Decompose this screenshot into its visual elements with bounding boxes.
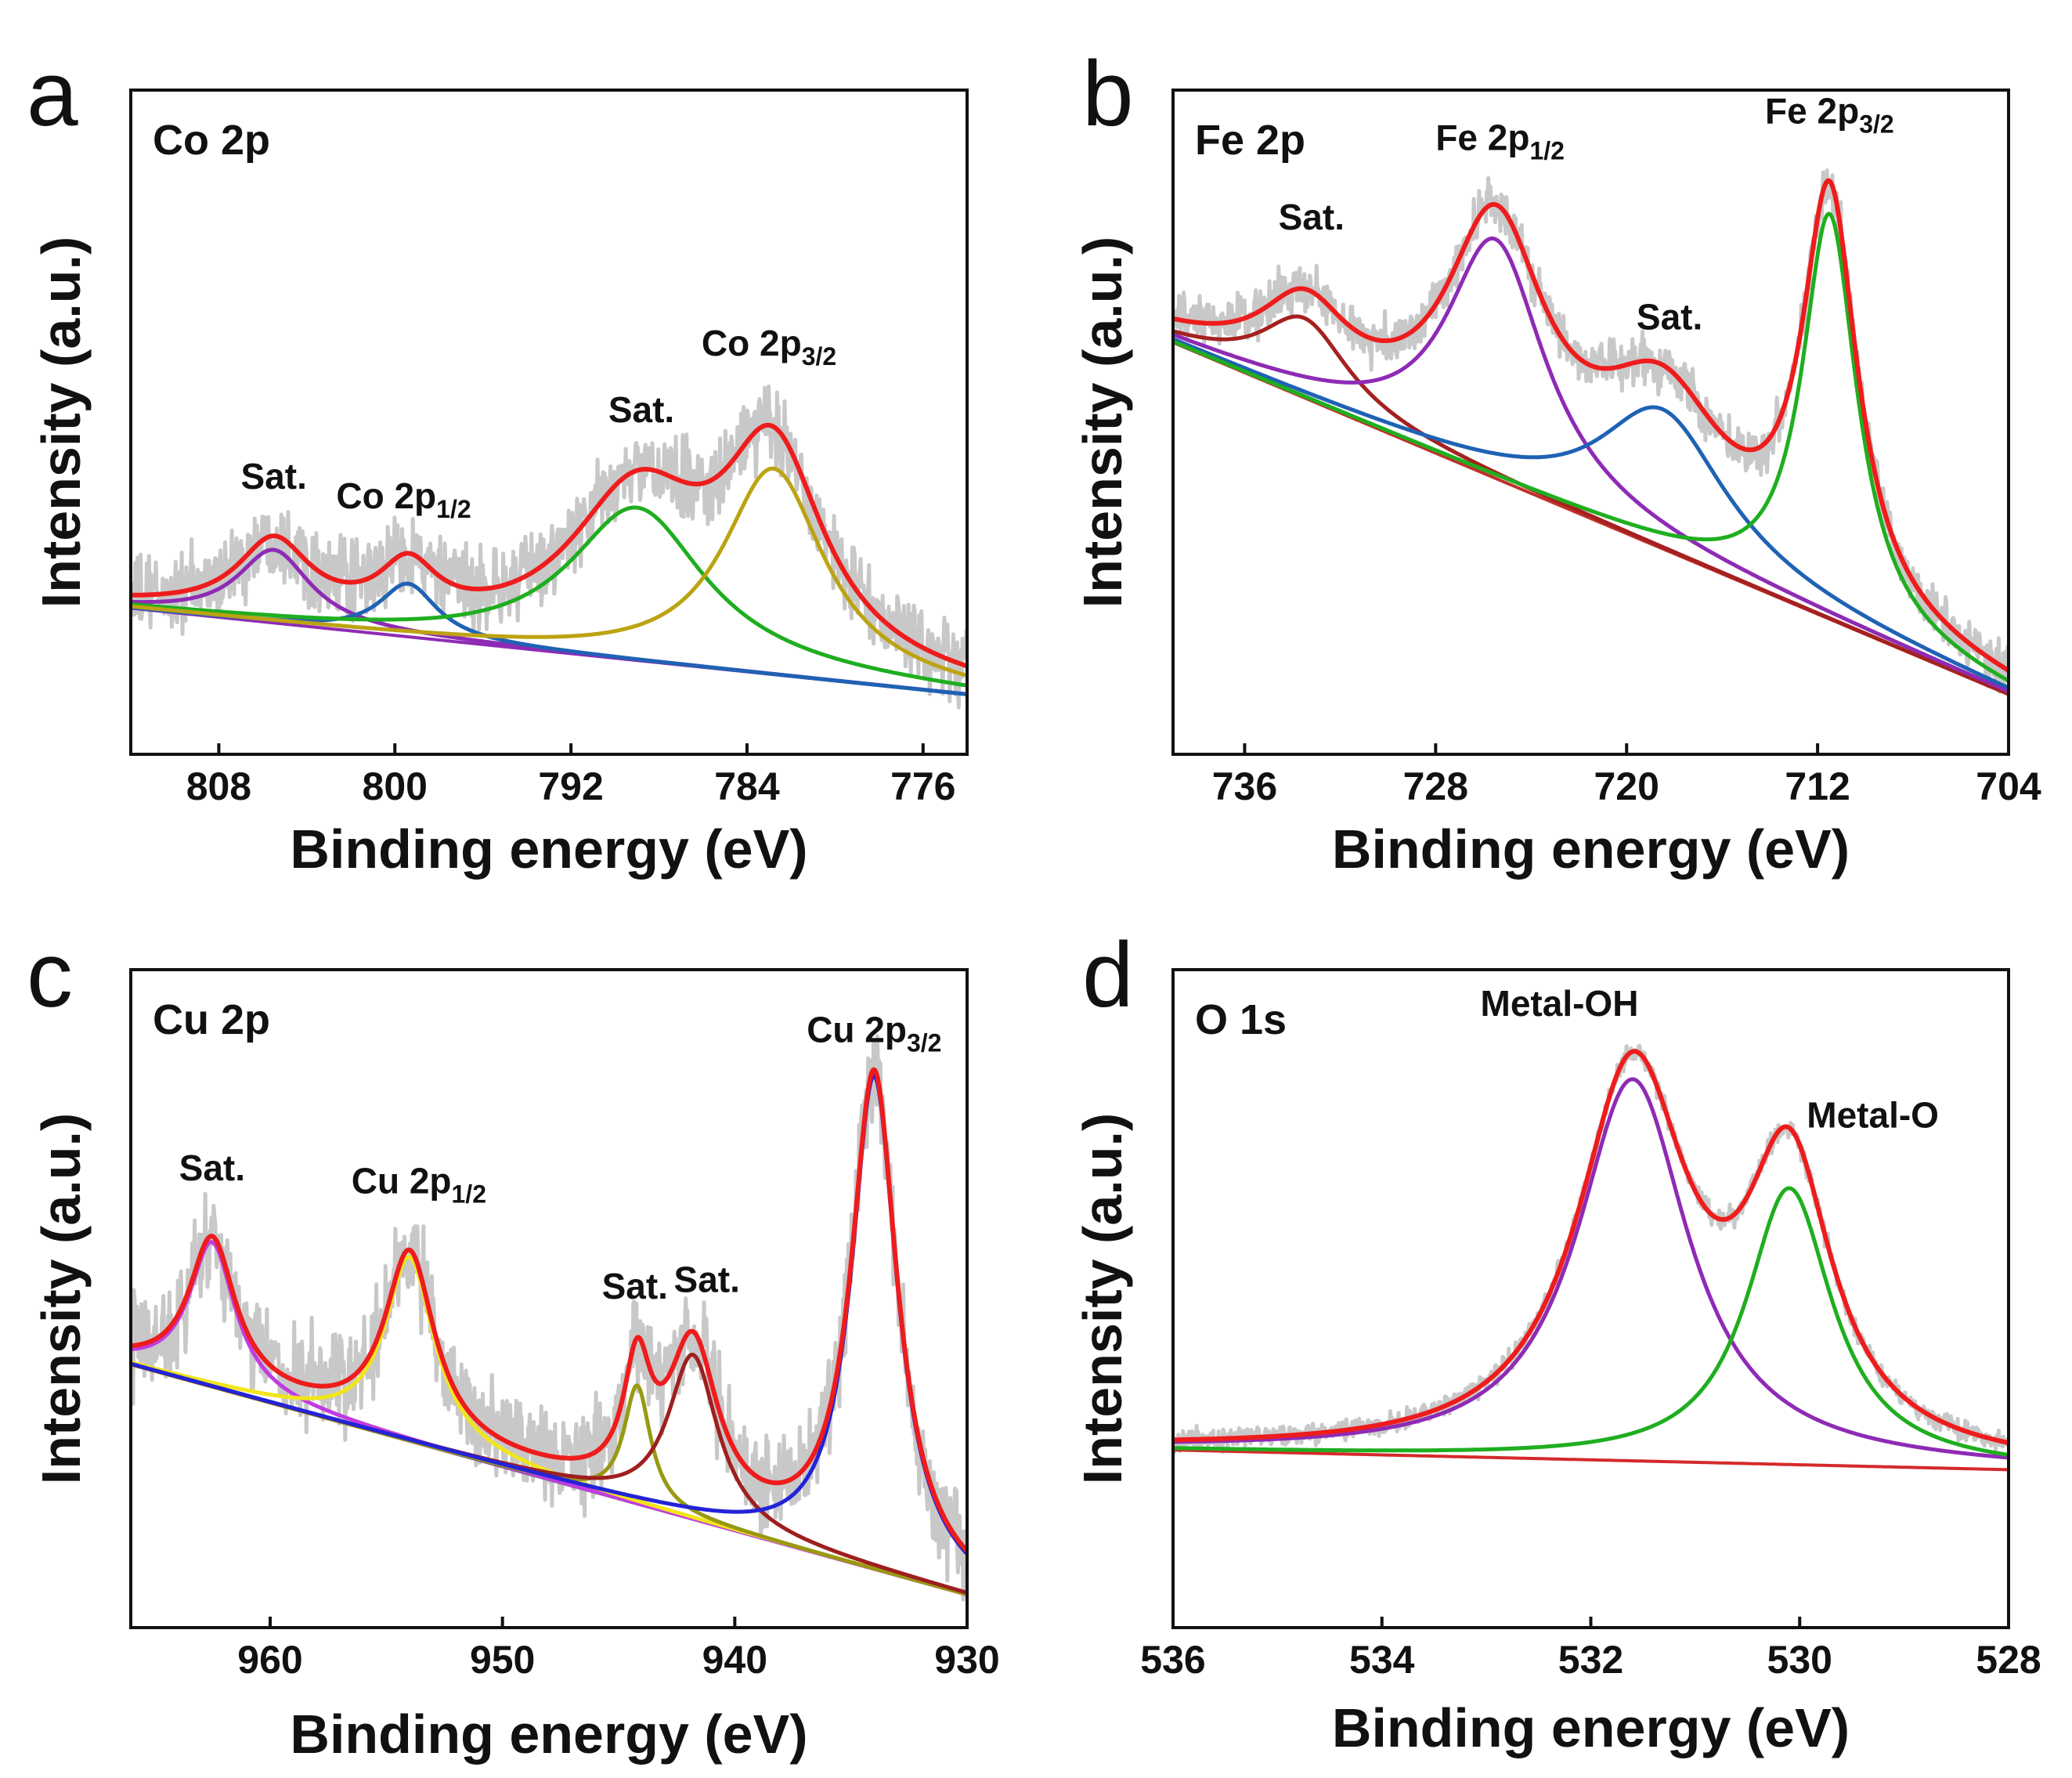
- x-tick-label: 720: [1594, 764, 1659, 808]
- panel-title: O 1s: [1195, 996, 1287, 1043]
- panel-a: 808 800 792 784 776 Binding energy (eV) Intens…: [27, 42, 969, 880]
- y-axis-label: Intensity (a.u.): [1072, 1113, 1133, 1484]
- background-line: [1173, 1448, 2009, 1472]
- panel-title: Cu 2p: [153, 996, 270, 1043]
- envelope-line: [131, 422, 967, 669]
- peak-annotation: Co 2p3/2: [702, 323, 836, 370]
- annotation-subscript: 3/2: [1859, 110, 1893, 138]
- peak-annotation: Cu 2p3/2: [807, 1009, 941, 1057]
- x-tick-label: 930: [934, 1638, 999, 1682]
- annotation-base: Fe 2p: [1765, 90, 1859, 131]
- panel-letter: c: [27, 923, 73, 1027]
- panel-title: Co 2p: [153, 117, 270, 164]
- peak-annotation: Sat.: [1279, 197, 1345, 237]
- x-tick-label: 950: [470, 1638, 535, 1682]
- x-tick-label: 534: [1349, 1638, 1415, 1682]
- x-tick-label: 808: [186, 764, 251, 808]
- panel-c: 960 950 940 930 Binding energy (eV) Intensity…: [27, 923, 1000, 1765]
- envelope-line: [131, 1067, 967, 1553]
- fit-line-metal-oh-0: [1173, 1077, 2009, 1460]
- panel-title: Fe 2p: [1195, 117, 1305, 164]
- fit-line-sat--2: [131, 505, 967, 688]
- panel-b: 736 728 720 712 704 Binding energy (eV) Intens…: [1072, 42, 2041, 880]
- annotation-subscript: 1/2: [452, 1180, 486, 1209]
- x-axis-label: Binding energy (eV): [1332, 1697, 1850, 1758]
- x-tick-label: 530: [1767, 1638, 1832, 1682]
- y-axis-label: Intensity (a.u.): [1072, 237, 1133, 608]
- plot-area-c: [131, 1034, 967, 1602]
- fit-line-sat--0: [1173, 314, 2009, 696]
- panel-d: 536 534 532 530 528 Binding energy (eV) Intens…: [1072, 923, 2041, 1758]
- annotation-subscript: 1/2: [436, 495, 471, 523]
- peak-annotation: Sat.: [608, 389, 674, 430]
- x-tick-label: 940: [702, 1638, 767, 1682]
- x-axis-label: Binding energy (eV): [1332, 819, 1850, 880]
- y-axis-label: Intensity (a.u.): [31, 237, 92, 608]
- plot-frame: [1171, 89, 2010, 756]
- x-tick-label: 800: [363, 764, 428, 808]
- annotation-subscript: 3/2: [907, 1028, 941, 1057]
- annotation-base: Cu 2p: [352, 1161, 452, 1202]
- annotation-base: Co 2p: [336, 475, 436, 516]
- peak-annotation: Sat.: [674, 1259, 740, 1300]
- plot-frame: [129, 968, 969, 1629]
- x-tick-label: 728: [1403, 764, 1468, 808]
- peak-annotation: Sat.: [1637, 296, 1702, 337]
- x-tick-label: 776: [890, 764, 955, 808]
- plot-area-d: [1173, 1043, 2009, 1472]
- plot-area-a: [131, 384, 967, 710]
- x-tick-label: 736: [1212, 764, 1277, 808]
- plot-frame: [129, 89, 969, 756]
- panel-letter: d: [1082, 923, 1134, 1027]
- fit-line-fe-2p3-2-3: [1173, 211, 2009, 683]
- peak-annotation: Fe 2p3/2: [1765, 90, 1894, 138]
- envelope-line: [1173, 1049, 2009, 1446]
- fit-line-sat--2: [1173, 337, 2009, 690]
- x-tick-label: 792: [538, 764, 603, 808]
- peak-annotation: Cu 2p1/2: [352, 1161, 486, 1209]
- annotation-base: Fe 2p: [1435, 117, 1529, 157]
- peak-annotation: Fe 2p1/2: [1435, 117, 1565, 164]
- panel-letter: a: [27, 42, 78, 146]
- x-tick-label: 532: [1558, 1638, 1623, 1682]
- fit-line-co-2p3-2-3: [131, 466, 967, 678]
- x-tick-label: 784: [714, 764, 780, 808]
- fit-line-cu-2p3-2-4: [131, 1073, 967, 1556]
- peak-annotation: Co 2p1/2: [336, 475, 471, 523]
- peak-annotation: Sat.: [240, 456, 306, 497]
- y-axis-label: Intensity (a.u.): [31, 1113, 92, 1484]
- x-tick-label: 960: [237, 1638, 302, 1682]
- x-tick-label: 712: [1785, 764, 1850, 808]
- peak-annotation: Metal-OH: [1481, 983, 1639, 1024]
- x-tick-label: 528: [1976, 1638, 2041, 1682]
- annotation-base: Cu 2p: [807, 1009, 907, 1050]
- peak-annotation: Sat.: [179, 1147, 245, 1188]
- panel-letter: b: [1082, 42, 1134, 146]
- annotation-subscript: 3/2: [802, 342, 836, 370]
- peak-annotation: Sat.: [602, 1266, 668, 1306]
- x-axis-label: Binding energy (eV): [290, 819, 807, 880]
- x-tick-label: 704: [1976, 764, 2041, 808]
- annotation-base: Co 2p: [702, 323, 802, 363]
- plot-area-b: [1173, 168, 2009, 696]
- fit-line-metal-o-1: [1173, 1186, 2009, 1457]
- fit-line-fe-2p1-2-1: [1173, 237, 2009, 693]
- annotation-subscript: 1/2: [1529, 136, 1564, 164]
- x-tick-label: 536: [1140, 1638, 1205, 1682]
- peak-annotation: Metal-O: [1807, 1095, 1939, 1136]
- envelope-line: [1173, 178, 2009, 673]
- x-axis-label: Binding energy (eV): [290, 1704, 807, 1765]
